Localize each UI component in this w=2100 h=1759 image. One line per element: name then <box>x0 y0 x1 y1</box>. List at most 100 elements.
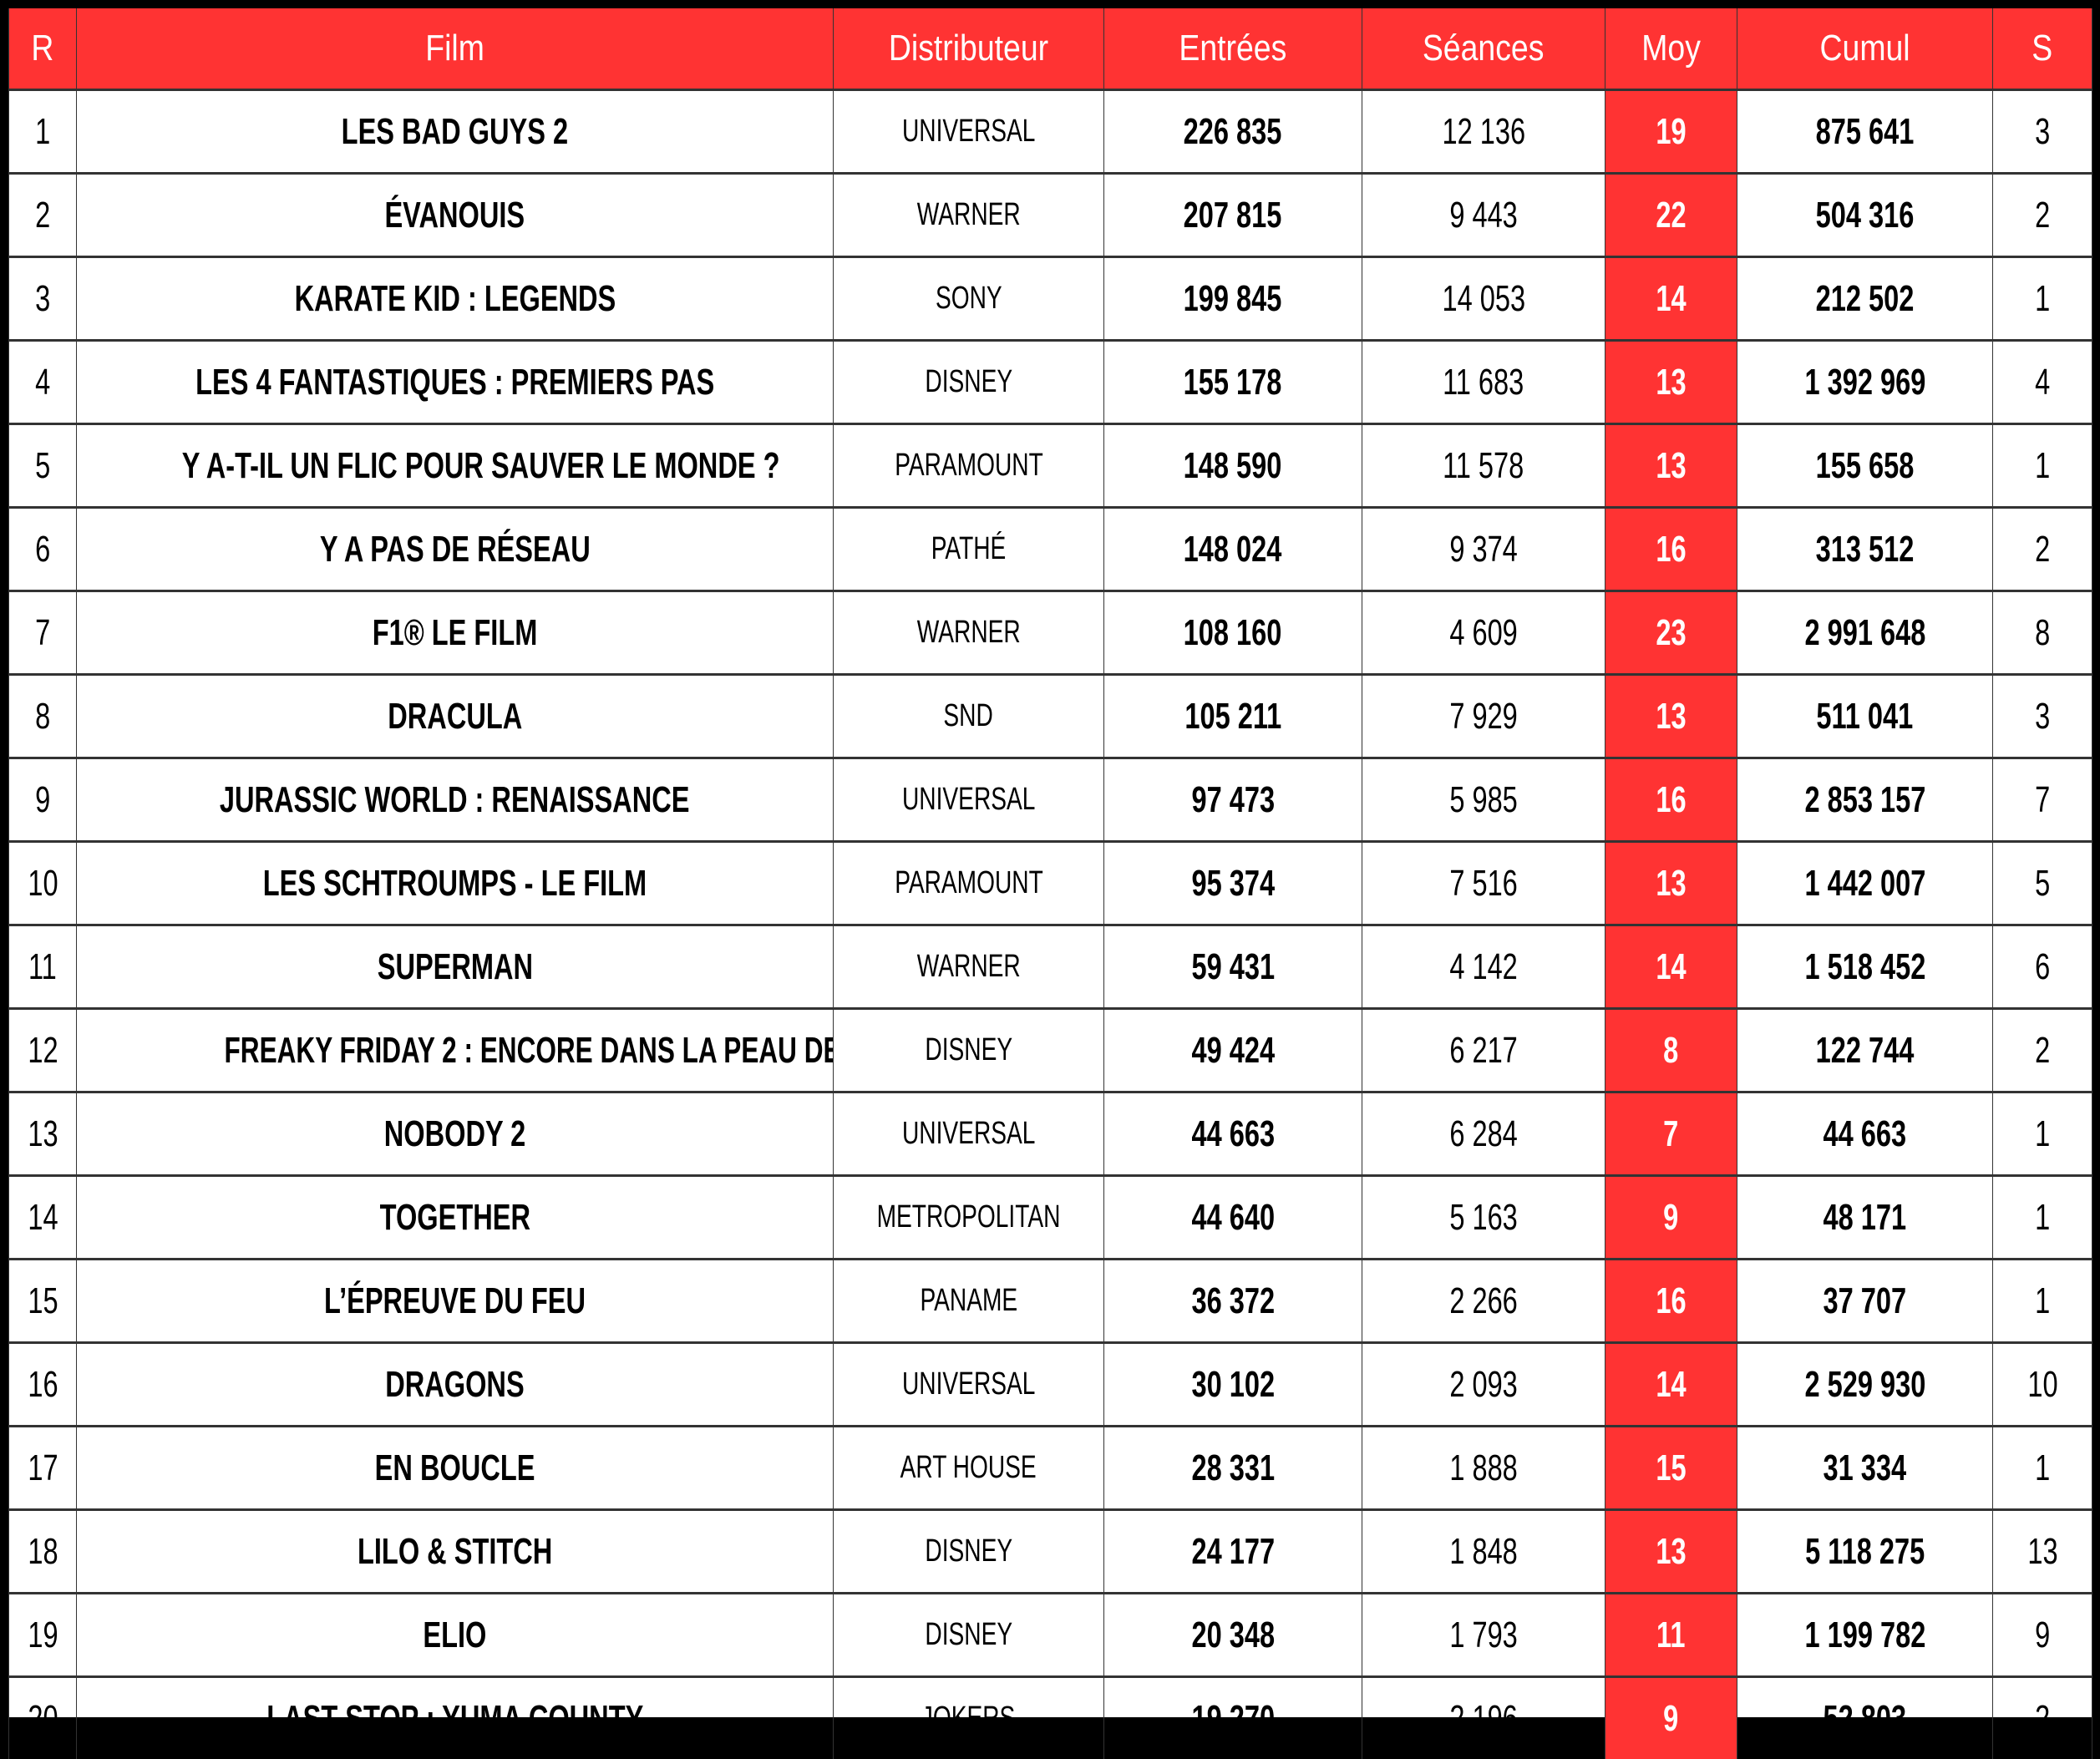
distributor-cell: PARAMOUNT <box>834 424 1104 508</box>
film-title-cell: DRACULA <box>77 675 834 758</box>
film-title-cell: ÉVANOUIS <box>77 174 834 257</box>
screenings-cell: 4 609 <box>1362 591 1605 675</box>
distributor-cell: SONY <box>834 257 1104 341</box>
distributor-cell: UNIVERSAL <box>834 758 1104 842</box>
screenings-cell: 6 284 <box>1362 1092 1605 1176</box>
screenings-cell: 2 093 <box>1362 1343 1605 1427</box>
screenings-cell: 9 374 <box>1362 508 1605 591</box>
weeks-cell: 2 <box>1993 1009 2092 1092</box>
distributor-cell: UNIVERSAL <box>834 90 1104 174</box>
header-row: R Film Distributeur Entrées Séances Moy … <box>9 8 2092 90</box>
weeks-cell: 3 <box>1993 90 2092 174</box>
screenings-cell: 14 053 <box>1362 257 1605 341</box>
film-title-cell: KARATE KID : LEGENDS <box>77 257 834 341</box>
header-weeks: S <box>1993 8 2092 90</box>
rank-cell: 11 <box>9 925 77 1009</box>
weeks-cell: 8 <box>1993 591 2092 675</box>
screenings-cell: 5 985 <box>1362 758 1605 842</box>
cumulative-cell: 1 518 452 <box>1737 925 1993 1009</box>
rank-cell: 12 <box>9 1009 77 1092</box>
cumulative-cell: 2 991 648 <box>1737 591 1993 675</box>
average-cell: 13 <box>1605 1510 1737 1594</box>
distributor-cell: PATHÉ <box>834 508 1104 591</box>
cumulative-cell: 1 442 007 <box>1737 842 1993 925</box>
rank-cell: 13 <box>9 1092 77 1176</box>
weeks-cell: 5 <box>1993 842 2092 925</box>
admissions-cell: 148 024 <box>1104 508 1362 591</box>
distributor-cell: ART HOUSE <box>834 1427 1104 1510</box>
cumulative-cell: 212 502 <box>1737 257 1993 341</box>
screenings-cell: 2 196 <box>1362 1677 1605 1759</box>
cumulative-cell: 875 641 <box>1737 90 1993 174</box>
admissions-cell: 19 270 <box>1104 1677 1362 1759</box>
admissions-cell: 105 211 <box>1104 675 1362 758</box>
rank-cell: 18 <box>9 1510 77 1594</box>
average-cell: 15 <box>1605 1427 1737 1510</box>
header-rank: R <box>9 8 77 90</box>
film-title-cell: FREAKY FRIDAY 2 : ENCORE DANS LA PEAU DE… <box>77 1009 834 1092</box>
rank-cell: 16 <box>9 1343 77 1427</box>
film-title-cell: L’ÉPREUVE DU FEU <box>77 1260 834 1343</box>
film-title-cell: LILO & STITCH <box>77 1510 834 1594</box>
admissions-cell: 155 178 <box>1104 341 1362 424</box>
cumulative-cell: 155 658 <box>1737 424 1993 508</box>
screenings-cell: 12 136 <box>1362 90 1605 174</box>
admissions-cell: 199 845 <box>1104 257 1362 341</box>
weeks-cell: 2 <box>1993 174 2092 257</box>
header-admissions: Entrées <box>1104 8 1362 90</box>
cumulative-cell: 1 199 782 <box>1737 1594 1993 1677</box>
admissions-cell: 108 160 <box>1104 591 1362 675</box>
screenings-cell: 11 578 <box>1362 424 1605 508</box>
weeks-cell: 2 <box>1993 1677 2092 1759</box>
screenings-cell: 9 443 <box>1362 174 1605 257</box>
film-title-cell: SUPERMAN <box>77 925 834 1009</box>
film-title-cell: TOGETHER <box>77 1176 834 1260</box>
distributor-cell: PANAME <box>834 1260 1104 1343</box>
rank-cell: 14 <box>9 1176 77 1260</box>
distributor-cell: DISNEY <box>834 1510 1104 1594</box>
screenings-cell: 2 266 <box>1362 1260 1605 1343</box>
weeks-cell: 1 <box>1993 1092 2092 1176</box>
distributor-cell: DISNEY <box>834 1594 1104 1677</box>
admissions-cell: 207 815 <box>1104 174 1362 257</box>
weeks-cell: 1 <box>1993 1176 2092 1260</box>
weeks-cell: 6 <box>1993 925 2092 1009</box>
average-cell: 19 <box>1605 90 1737 174</box>
film-title-cell: LES 4 FANTASTIQUES : PREMIERS PAS <box>77 341 834 424</box>
box-office-table-frame: R Film Distributeur Entrées Séances Moy … <box>8 8 2092 1717</box>
film-title-cell: F1® LE FILM <box>77 591 834 675</box>
admissions-cell: 28 331 <box>1104 1427 1362 1510</box>
average-cell: 7 <box>1605 1092 1737 1176</box>
screenings-cell: 4 142 <box>1362 925 1605 1009</box>
screenings-cell: 11 683 <box>1362 341 1605 424</box>
cumulative-cell: 2 529 930 <box>1737 1343 1993 1427</box>
average-cell: 16 <box>1605 758 1737 842</box>
weeks-cell: 4 <box>1993 341 2092 424</box>
average-cell: 14 <box>1605 1343 1737 1427</box>
screenings-cell: 7 929 <box>1362 675 1605 758</box>
distributor-cell: WARNER <box>834 591 1104 675</box>
admissions-cell: 24 177 <box>1104 1510 1362 1594</box>
weeks-cell: 2 <box>1993 508 2092 591</box>
screenings-cell: 5 163 <box>1362 1176 1605 1260</box>
weeks-cell: 13 <box>1993 1510 2092 1594</box>
cumulative-cell: 504 316 <box>1737 174 1993 257</box>
film-title-cell: DRAGONS <box>77 1343 834 1427</box>
header-distributor: Distributeur <box>834 8 1104 90</box>
weeks-cell: 1 <box>1993 424 2092 508</box>
header-cumulative: Cumul <box>1737 8 1993 90</box>
average-cell: 14 <box>1605 257 1737 341</box>
cumulative-cell: 313 512 <box>1737 508 1993 591</box>
rank-cell: 2 <box>9 174 77 257</box>
